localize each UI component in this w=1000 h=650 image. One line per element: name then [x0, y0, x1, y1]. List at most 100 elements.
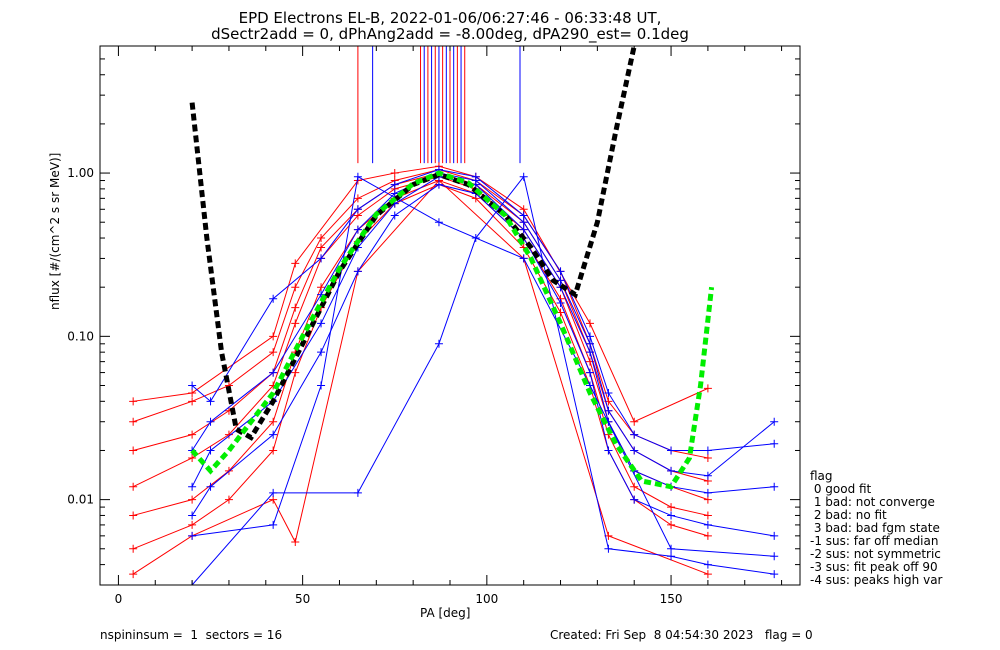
legend-item: -2 sus: not symmetric [810, 547, 941, 561]
data-point [703, 511, 712, 520]
data-point [770, 552, 779, 561]
legend-item: 1 bad: not converge [810, 495, 935, 509]
legend-item: 3 bad: bad fgm state [810, 521, 940, 535]
data-point [703, 531, 712, 540]
data-point [519, 254, 528, 263]
data-point [353, 225, 362, 234]
data-point [129, 446, 138, 455]
data-point [703, 453, 712, 462]
data-point [586, 332, 594, 341]
data-point [188, 482, 197, 491]
legend: flag 0 good fit 1 bad: not converge 2 ba… [810, 470, 942, 587]
data-point [317, 243, 326, 252]
data-point [188, 430, 197, 439]
legend-title: flag [810, 469, 833, 483]
data-point [269, 430, 278, 439]
chart-title-line-1: EPD Electrons EL-B, 2022-01-06/06:27:46 … [238, 9, 662, 27]
data-point [291, 259, 300, 268]
data-point [604, 388, 613, 397]
footer-left: nspininsum = 1 sectors = 16 [100, 628, 283, 642]
data-point [703, 570, 712, 579]
data-point [703, 471, 712, 480]
data-point [269, 520, 278, 529]
data-point [353, 194, 362, 203]
data-point [353, 172, 362, 181]
plot-content [129, 46, 779, 585]
data-point [353, 267, 362, 276]
data-point [188, 531, 197, 540]
data-point [703, 495, 712, 504]
data-point [317, 283, 326, 292]
data-point [770, 482, 779, 491]
data-point [703, 446, 712, 455]
data-point [434, 339, 443, 348]
data-point [269, 368, 278, 377]
data-point [188, 397, 197, 406]
data-point [353, 488, 362, 497]
data-point [703, 520, 712, 529]
y-tick-label: 1.00 [67, 166, 94, 180]
data-point [667, 511, 676, 520]
series-line [191, 169, 775, 451]
data-point [317, 319, 326, 328]
chart-title-line-2: dSectr2add = 0, dPhAng2add = -8.00deg, d… [211, 25, 689, 43]
data-point [188, 381, 197, 390]
data-point [630, 495, 639, 504]
data-point [604, 544, 613, 553]
data-point [770, 531, 779, 540]
data-point [129, 511, 138, 520]
legend-item: 2 bad: no fit [810, 508, 887, 522]
data-point [556, 299, 565, 308]
data-point [269, 348, 278, 357]
data-point [434, 218, 443, 227]
data-point [667, 466, 676, 475]
data-point [206, 446, 215, 455]
x-axis-label: PA [deg] [420, 606, 471, 620]
data-point [556, 276, 565, 285]
data-point [353, 205, 362, 214]
data-point [269, 446, 278, 455]
data-point [519, 218, 528, 227]
data-point [519, 172, 528, 181]
data-point [519, 211, 528, 220]
series-line [132, 184, 709, 550]
data-point [269, 488, 278, 497]
legend-item: 0 good fit [810, 482, 872, 496]
data-point [770, 570, 779, 579]
data-point [667, 552, 676, 561]
data-point [188, 388, 197, 397]
data-point [390, 211, 399, 220]
data-point [206, 417, 215, 426]
data-point [129, 397, 138, 406]
data-point [188, 495, 197, 504]
data-point [667, 446, 676, 455]
data-point [667, 544, 676, 553]
y-axis-label: nflux [#/(cm^2 s sr MeV)] [48, 152, 62, 310]
data-point [129, 482, 138, 491]
data-point [291, 303, 300, 312]
data-point [188, 511, 197, 520]
data-point [390, 189, 399, 198]
data-point [390, 180, 399, 189]
legend-item: -1 sus: far off median [810, 534, 939, 548]
data-point [471, 172, 480, 181]
data-point [317, 381, 326, 390]
data-point [586, 319, 594, 328]
data-point [556, 267, 565, 276]
data-point [390, 169, 399, 178]
data-point [519, 225, 528, 234]
data-point [291, 368, 300, 377]
data-point [770, 417, 779, 426]
data-point [291, 538, 300, 547]
footer-right: Created: Fri Sep 8 04:54:30 2023 flag = … [550, 628, 813, 642]
series-line [191, 184, 775, 537]
legend-item: -4 sus: peaks high var [810, 573, 943, 587]
data-point [630, 482, 639, 491]
series-line [191, 172, 775, 477]
data-point [317, 234, 326, 243]
series-line [133, 165, 709, 423]
data-point [630, 446, 639, 455]
data-point [291, 283, 300, 292]
data-point [630, 417, 639, 426]
